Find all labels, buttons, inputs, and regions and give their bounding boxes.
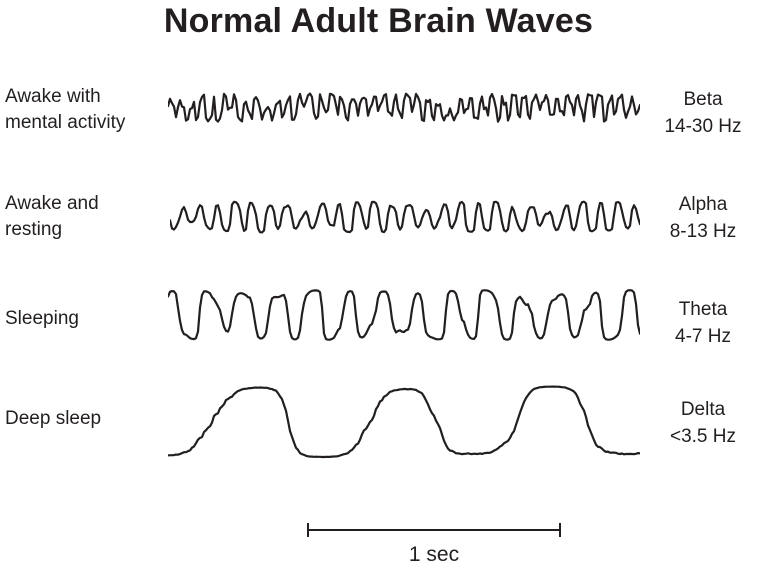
band-label-alpha: Alpha 8-13 Hz <box>648 191 757 245</box>
band-name: Theta <box>678 299 728 320</box>
band-label-beta: Beta 14-30 Hz <box>648 86 757 140</box>
condition-label-beta: Awake with mental activity <box>5 84 125 136</box>
band-name: Delta <box>680 399 726 420</box>
condition-line1: Awake and <box>5 193 99 214</box>
band-frequency: 4-7 Hz <box>675 326 731 347</box>
condition-line1: Deep sleep <box>5 408 102 429</box>
band-name: Beta <box>683 89 723 110</box>
band-frequency: 8-13 Hz <box>669 221 737 242</box>
band-name: Alpha <box>678 194 728 215</box>
alpha-waveform <box>170 200 640 234</box>
time-scale-bar <box>307 523 561 537</box>
theta-waveform <box>168 289 640 341</box>
condition-label-alpha: Awake and resting <box>5 191 99 243</box>
condition-line2: resting <box>5 219 63 240</box>
delta-waveform <box>168 385 640 459</box>
band-frequency: 14-30 Hz <box>664 116 742 137</box>
condition-label-delta: Deep sleep <box>5 406 101 432</box>
diagram-title: Normal Adult Brain Waves <box>163 2 594 40</box>
condition-line1: Sleeping <box>5 308 79 329</box>
condition-line1: Awake with <box>5 86 101 107</box>
band-label-delta: Delta <3.5 Hz <box>648 396 757 450</box>
condition-label-theta: Sleeping <box>5 306 79 332</box>
band-label-theta: Theta 4-7 Hz <box>648 296 757 350</box>
beta-waveform <box>168 92 640 123</box>
condition-line2: mental activity <box>5 112 126 133</box>
time-scale-label: 1 sec <box>408 543 460 566</box>
band-frequency: <3.5 Hz <box>669 426 736 447</box>
